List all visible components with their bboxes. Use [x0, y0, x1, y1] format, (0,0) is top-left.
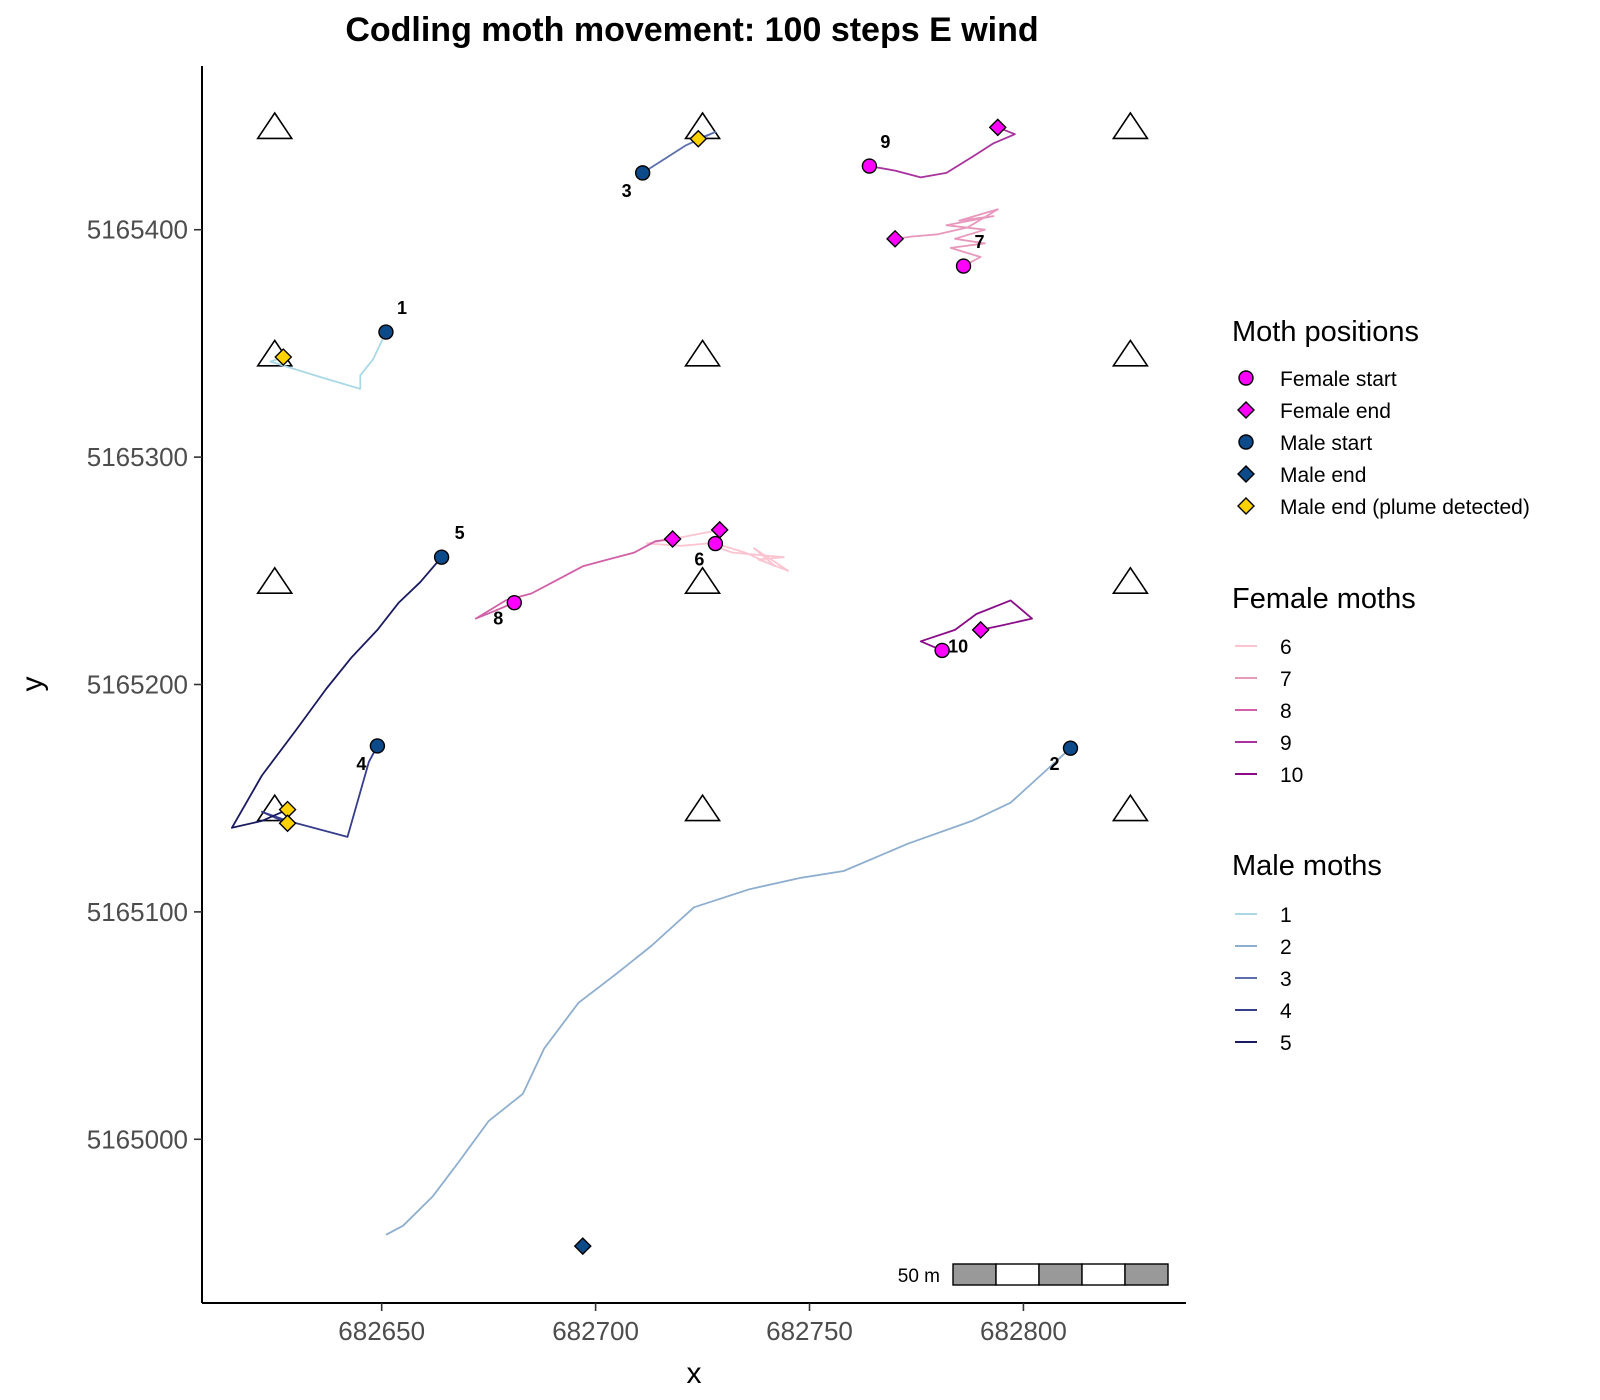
female-start-point	[506, 594, 523, 611]
scale-bar-segment	[1081, 1263, 1126, 1286]
female-path-9	[869, 126, 1016, 179]
male-start-point	[634, 165, 651, 181]
moth-id-label: 4	[356, 754, 366, 774]
trap-marker	[1111, 338, 1149, 367]
y-tick-label: 5165000	[87, 1124, 188, 1154]
legend-key-male-end	[1237, 465, 1255, 483]
male-end-plume-point	[278, 814, 297, 833]
female-start-point	[934, 642, 950, 659]
moth-id-label: 1	[397, 298, 407, 318]
moth-id-label: 3	[622, 181, 632, 201]
legend-title-female: Female moths	[1232, 583, 1416, 615]
female-path-6	[646, 529, 789, 572]
moth-id-label: 10	[948, 636, 968, 656]
x-tick-label: 682650	[338, 1316, 425, 1346]
moth-id-label: 8	[493, 609, 503, 629]
female-end-point	[886, 229, 905, 248]
legend-label: 8	[1280, 700, 1292, 723]
female-end-point	[971, 620, 990, 639]
moth-id-label: 5	[455, 523, 465, 543]
male-path-5	[231, 556, 443, 829]
female-start-point	[707, 535, 724, 552]
female-path-7	[894, 208, 999, 267]
moth-id-label: 6	[694, 550, 704, 570]
legend-key-male-start	[1238, 434, 1254, 450]
legend-label: Male end (plume detected)	[1280, 496, 1530, 519]
trap-marker	[1111, 111, 1149, 140]
x-axis-ticks: 682650 682700 682750 682800	[338, 1303, 1067, 1346]
male-path-4	[261, 745, 379, 838]
male-start-point	[433, 549, 450, 565]
trap-marker	[684, 338, 722, 367]
plot-area: 6 7 8 9 10 1 2 3 4 5	[231, 111, 1149, 1256]
legend-label: 10	[1280, 764, 1303, 787]
trap-marker	[684, 793, 722, 822]
legend-label: Female start	[1280, 368, 1397, 391]
legend: Moth positions Female moths Male moths F…	[1232, 316, 1530, 1055]
female-end-point	[710, 520, 729, 539]
male-path-3	[642, 131, 717, 174]
x-tick-label: 682800	[980, 1316, 1067, 1346]
trap-marker	[1111, 566, 1149, 594]
legend-label: 1	[1280, 904, 1292, 927]
legend-label: 4	[1280, 1000, 1292, 1023]
female-start-point	[861, 158, 878, 174]
male-end-plume-point	[689, 129, 708, 148]
legend-label: Male start	[1280, 432, 1372, 455]
x-tick-label: 682700	[552, 1316, 639, 1346]
scale-bar-segment	[1124, 1263, 1169, 1286]
x-axis-title: x	[687, 1357, 702, 1390]
x-tick-label: 682750	[766, 1316, 853, 1346]
legend-label: 7	[1280, 668, 1292, 691]
legend-label: Male end	[1280, 464, 1366, 487]
female-path-8	[474, 538, 673, 620]
male-path-2	[385, 747, 1072, 1236]
moth-id-label: 2	[1049, 754, 1059, 774]
scale-bar-label: 50 m	[898, 1266, 940, 1287]
trap-marker	[684, 566, 722, 594]
legend-label: 5	[1280, 1032, 1292, 1055]
female-end-point	[988, 118, 1007, 137]
legend-label: 2	[1280, 936, 1292, 959]
scale-bar-segment	[995, 1263, 1040, 1286]
female-end-point	[663, 529, 682, 548]
y-tick-label: 5165300	[87, 442, 188, 472]
legend-key-female-start	[1238, 370, 1254, 386]
trap-marker	[256, 566, 294, 594]
scale-bar: 50 m	[898, 1263, 1169, 1287]
trap-marker	[1111, 793, 1149, 822]
y-tick-label: 5165100	[87, 897, 188, 927]
male-path-1	[269, 331, 387, 390]
scale-bar-segment	[952, 1263, 997, 1286]
legend-key-female-end	[1237, 401, 1255, 419]
male-start-point	[369, 738, 386, 754]
female-start-point	[955, 258, 972, 274]
y-tick-label: 5165200	[87, 670, 188, 700]
scale-bar-segment	[1038, 1263, 1083, 1286]
male-start-point	[1062, 740, 1079, 756]
y-tick-label: 5165400	[87, 215, 188, 245]
legend-label: 6	[1280, 636, 1292, 659]
male-start-point	[378, 324, 394, 340]
legend-title-male: Male moths	[1232, 850, 1382, 882]
legend-label: 9	[1280, 732, 1292, 755]
legend-label: Female end	[1280, 400, 1391, 423]
female-path-10	[919, 599, 1033, 652]
legend-key-male-end-plume-detected-	[1237, 497, 1255, 515]
legend-title-positions: Moth positions	[1232, 316, 1419, 348]
moth-id-label: 7	[975, 232, 985, 252]
trap-marker	[256, 111, 294, 140]
y-axis-ticks: 5165000 5165100 5165200 5165300 5165400	[87, 215, 202, 1154]
male-end-point	[573, 1237, 592, 1256]
chart-title: Codling moth movement: 100 steps E wind	[345, 11, 1038, 49]
legend-label: 3	[1280, 968, 1292, 991]
y-axis-title: y	[16, 677, 49, 692]
male-end-plume-point	[274, 348, 293, 367]
moth-id-label: 9	[880, 132, 890, 152]
